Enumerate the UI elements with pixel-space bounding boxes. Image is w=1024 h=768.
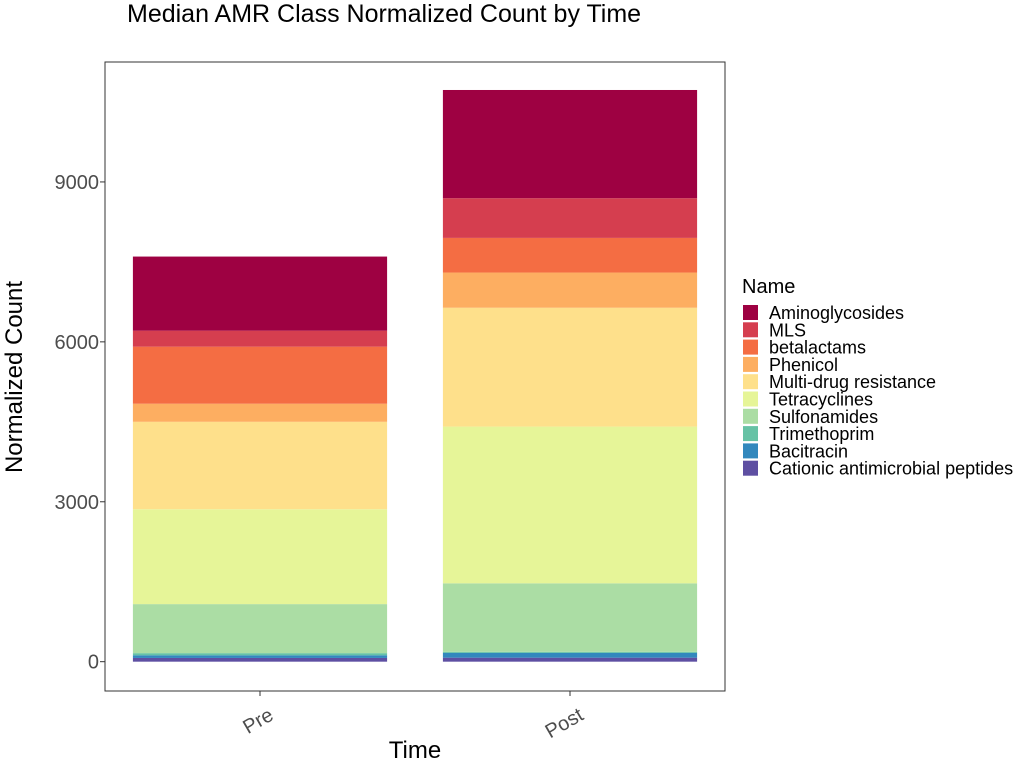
legend-swatch	[743, 391, 758, 407]
bar-segment	[132, 653, 388, 656]
x-tick-label: Post	[542, 704, 588, 743]
legend-label: Aminoglycosides	[769, 303, 904, 323]
bar-segment	[442, 307, 698, 427]
y-axis-title: Normalized Count	[1, 281, 28, 473]
bar-segment	[132, 403, 388, 422]
bar-segment	[132, 509, 388, 605]
legend-swatch	[743, 408, 758, 424]
x-tick-label: Pre	[239, 704, 277, 739]
legend-swatch	[743, 374, 758, 390]
legend-label: Cationic antimicrobial peptides	[769, 459, 1013, 479]
y-tick-label: 6000	[55, 332, 100, 354]
legend-label: Sulfonamides	[769, 407, 878, 427]
bar-segment	[442, 237, 698, 273]
bar-segment	[132, 421, 388, 510]
bar-segment	[442, 89, 698, 199]
bar-segment	[132, 346, 388, 404]
legend-swatch	[743, 443, 758, 459]
legend-label: betalactams	[769, 338, 866, 358]
legend-swatch	[743, 460, 758, 476]
bar-segment	[132, 657, 388, 662]
y-tick-label: 0	[88, 652, 99, 674]
bar-segment	[442, 652, 698, 658]
bar-segment	[442, 583, 698, 652]
y-tick-label: 9000	[55, 172, 100, 194]
legend-label: Tetracyclines	[769, 390, 873, 410]
legend-swatch	[743, 305, 758, 320]
panel-border	[104, 61, 726, 692]
legend-swatch	[743, 322, 758, 338]
bar-segment	[132, 256, 388, 331]
legend-label: Bacitracin	[769, 441, 848, 461]
bar-segment	[442, 426, 698, 584]
legend-swatch	[743, 426, 758, 442]
y-tick-label: 3000	[55, 492, 100, 514]
bar-segment	[442, 651, 698, 653]
legend-label: MLS	[769, 320, 806, 340]
legend-label: Multi-drug resistance	[769, 372, 936, 392]
x-axis-title: Time	[389, 737, 441, 764]
bar-segment	[442, 657, 698, 662]
bar-segment	[132, 655, 388, 658]
bar-segment	[132, 604, 388, 654]
chart-title: Median AMR Class Normalized Count by Tim…	[127, 0, 641, 28]
legend-swatch	[743, 339, 758, 355]
legend-title: Name	[742, 276, 795, 298]
plot-area	[132, 89, 698, 662]
bar-segment	[442, 198, 698, 238]
legend-label: Trimethoprim	[769, 424, 874, 444]
bar-segment	[132, 330, 388, 347]
bar-segment	[442, 272, 698, 308]
legend: Name AminoglycosidesMLSbetalactamsPhenic…	[742, 276, 1013, 479]
legend-label: Phenicol	[769, 355, 838, 375]
legend-swatch	[743, 356, 758, 372]
